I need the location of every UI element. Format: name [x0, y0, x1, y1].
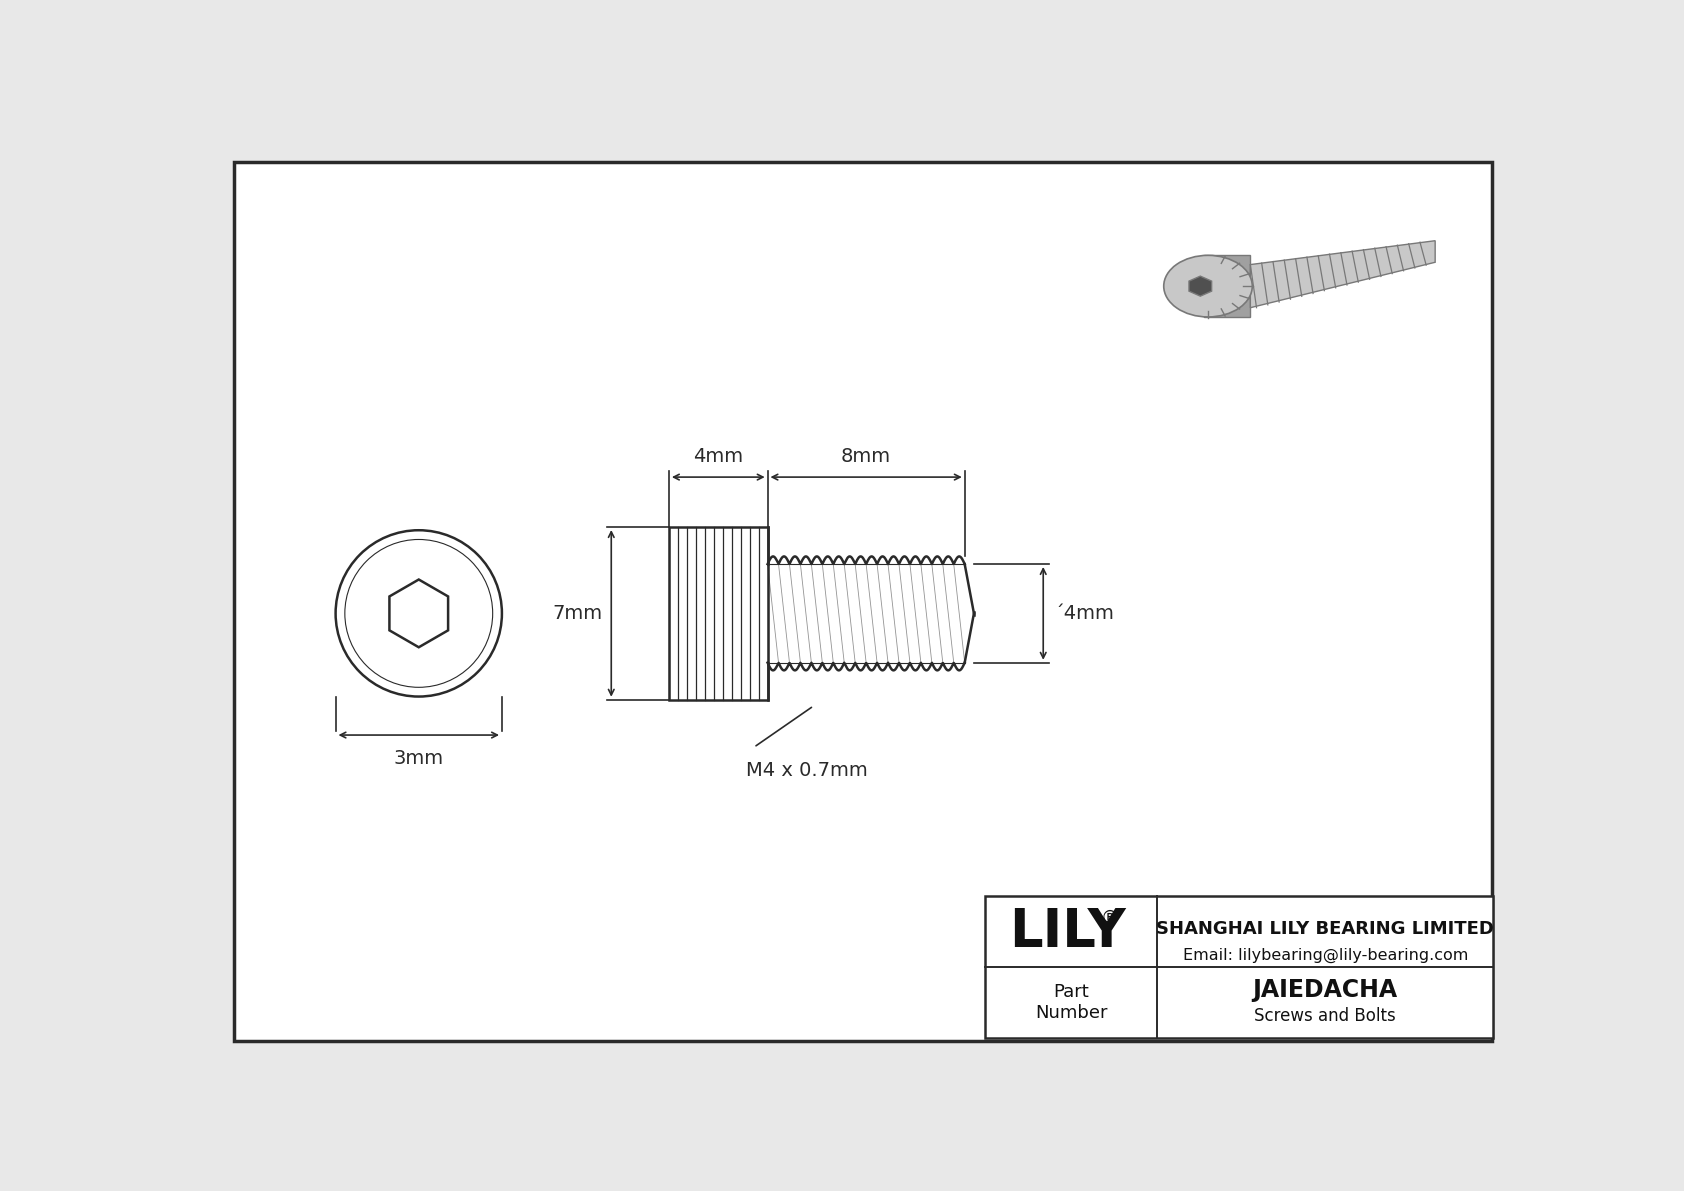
Ellipse shape: [1164, 255, 1253, 317]
Text: ΄4mm: ΄4mm: [1054, 604, 1113, 623]
Polygon shape: [1204, 255, 1250, 317]
Text: JAIEDACHA: JAIEDACHA: [1253, 978, 1398, 1002]
Text: SHANGHAI LILY BEARING LIMITED: SHANGHAI LILY BEARING LIMITED: [1157, 919, 1494, 937]
Text: 4mm: 4mm: [694, 447, 743, 466]
Text: 3mm: 3mm: [394, 749, 445, 768]
Polygon shape: [1250, 241, 1435, 307]
Polygon shape: [1189, 276, 1212, 297]
Text: 8mm: 8mm: [840, 447, 891, 466]
Text: Screws and Bolts: Screws and Bolts: [1255, 1006, 1396, 1024]
Text: ®: ®: [1101, 909, 1118, 927]
Text: Email: lilybearing@lily-bearing.com: Email: lilybearing@lily-bearing.com: [1182, 948, 1468, 964]
Text: Part
Number: Part Number: [1036, 984, 1108, 1022]
Text: 7mm: 7mm: [552, 604, 601, 623]
Text: M4 x 0.7mm: M4 x 0.7mm: [746, 761, 867, 780]
Text: LILY: LILY: [1009, 905, 1125, 958]
Bar: [985, 896, 1494, 1039]
Bar: [669, 528, 768, 699]
